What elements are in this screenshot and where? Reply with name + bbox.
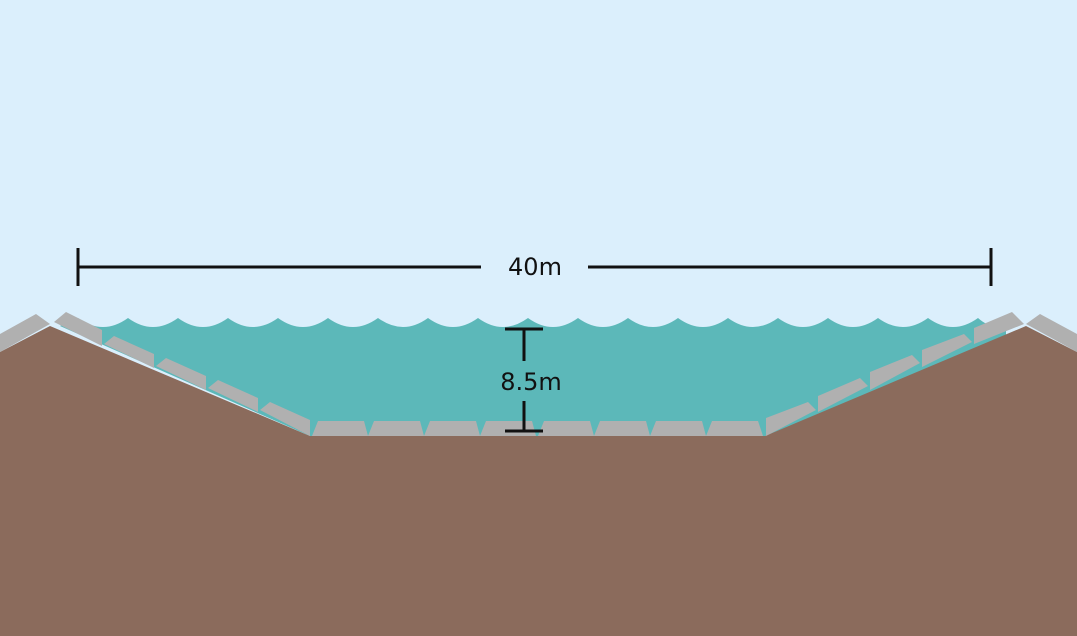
revetment-block: [538, 421, 594, 436]
revetment-block: [424, 421, 480, 436]
width-label: 40m: [508, 253, 562, 281]
revetment-block: [594, 421, 650, 436]
revetment-block: [650, 421, 706, 436]
revetment-block: [312, 421, 368, 436]
revetment-block: [368, 421, 424, 436]
depth-label: 8.5m: [500, 368, 562, 396]
revetment-block: [706, 421, 763, 436]
revetment-block: [480, 421, 536, 436]
